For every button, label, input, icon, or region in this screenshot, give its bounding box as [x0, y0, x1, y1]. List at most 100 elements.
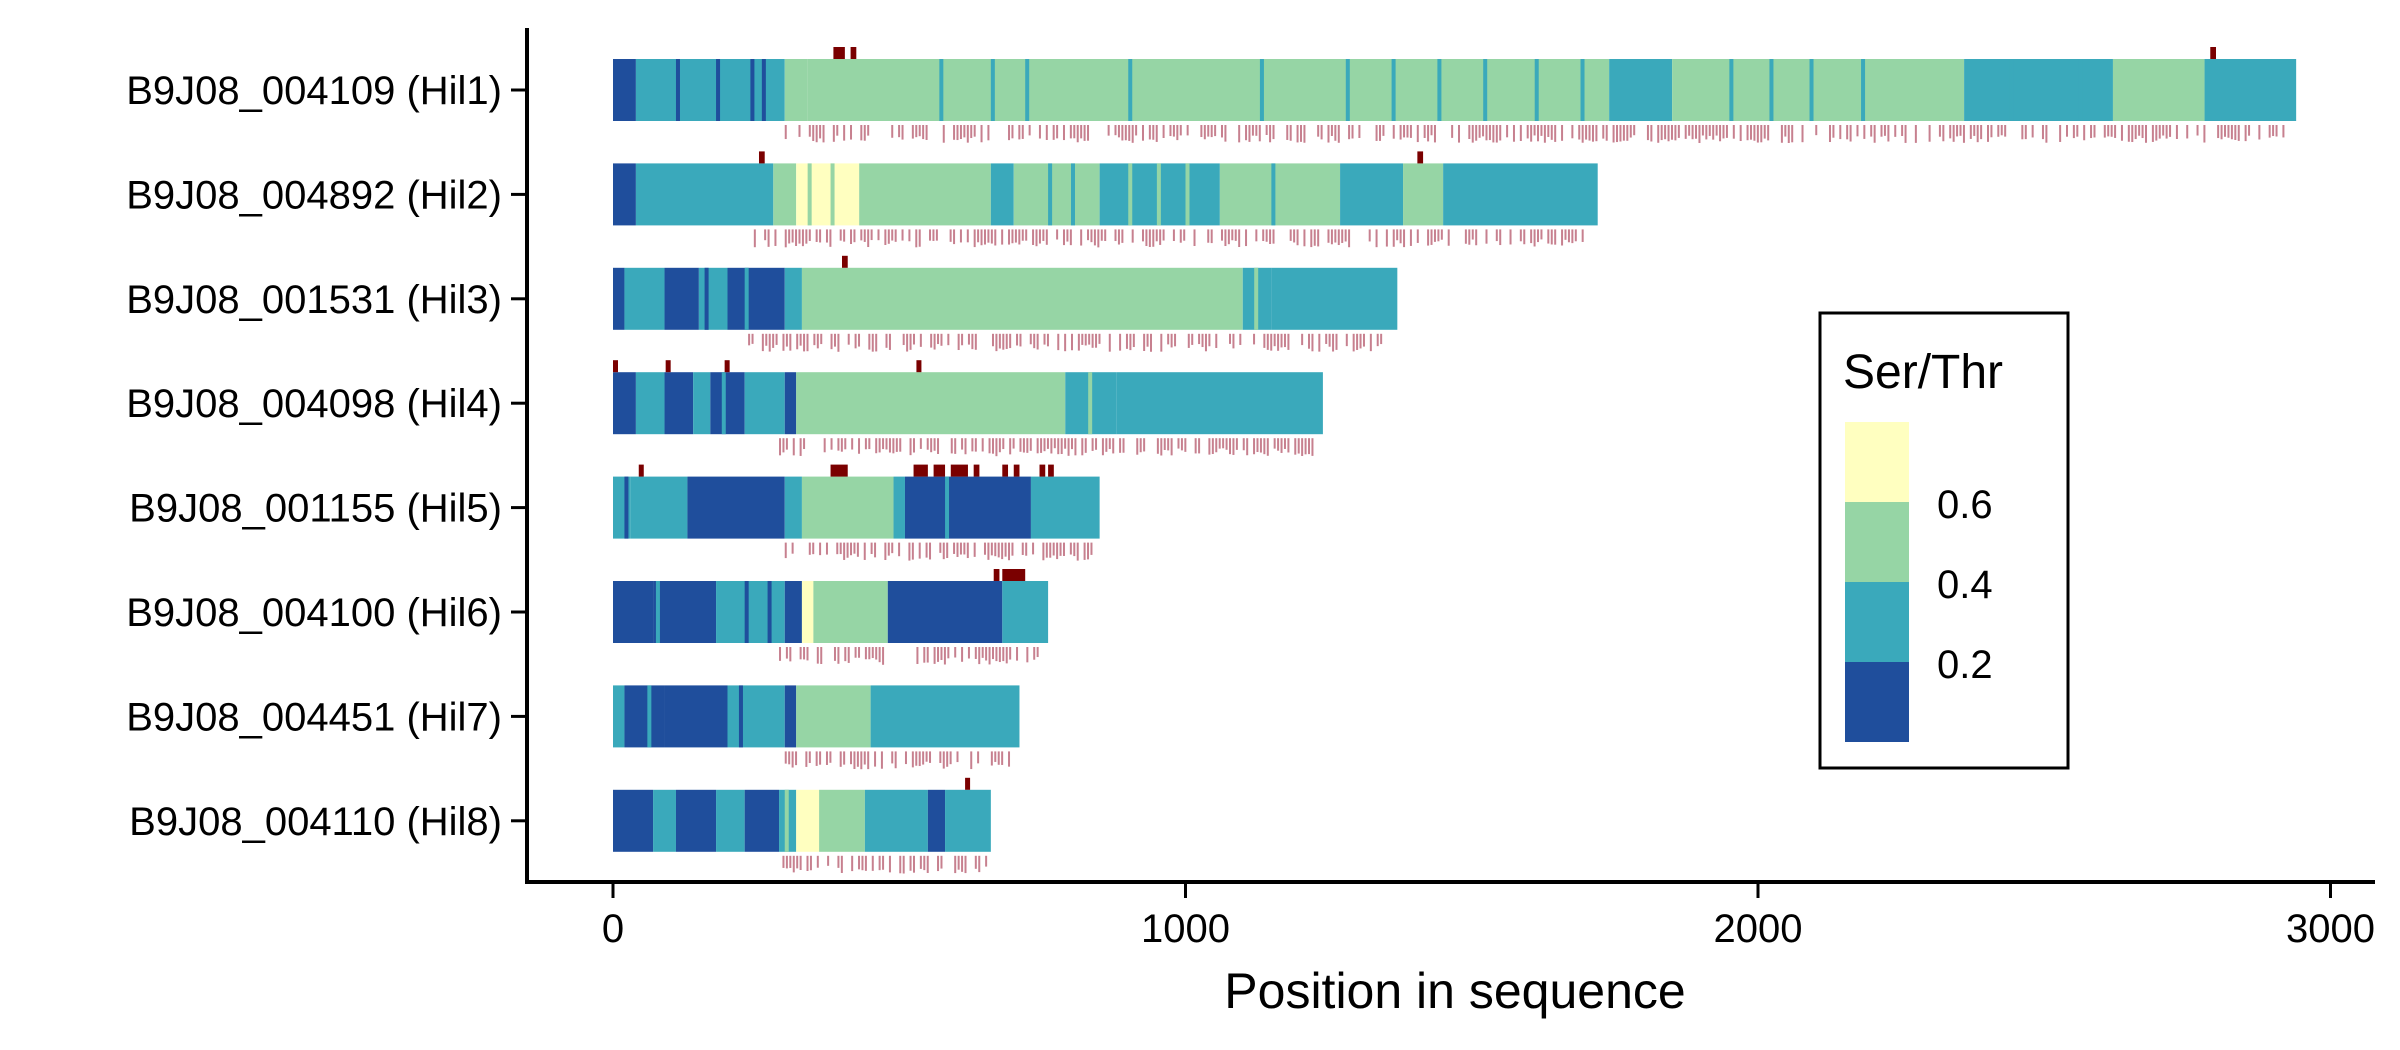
glyco-tick: [2275, 125, 2278, 137]
glyco-tick: [1183, 229, 1186, 241]
glyco-tick: [799, 647, 802, 660]
glyco-tick: [874, 542, 877, 558]
glyco-tick: [1313, 229, 1316, 246]
glyco-tick: [988, 647, 991, 665]
glyco-tick: [1403, 229, 1406, 248]
glyco-tick: [894, 229, 897, 242]
glyco-tick: [1756, 125, 1759, 143]
glyco-tick: [1283, 438, 1286, 449]
x-tick-label: 2000: [1714, 907, 1803, 951]
glyco-tick: [843, 125, 846, 141]
glyco-tick: [858, 333, 861, 347]
glyco-tick: [1152, 125, 1155, 140]
glyco-tick: [1128, 125, 1131, 141]
glyco-tick: [2196, 125, 2199, 136]
segment: [1672, 59, 1965, 121]
glyco-tick: [942, 542, 945, 560]
motif-mark: [1013, 464, 1020, 477]
glyco-tick: [915, 229, 918, 248]
glyco-tick: [785, 438, 788, 450]
glyco-tick: [1155, 125, 1158, 142]
glyco-tick: [825, 229, 828, 243]
glyco-tick: [1060, 438, 1063, 455]
glyco-tick: [1287, 333, 1290, 350]
stripe: [1345, 59, 1350, 121]
glyco-tick: [919, 855, 922, 869]
glyco-tick: [995, 647, 998, 662]
glyco-tick: [1277, 438, 1280, 451]
stripe: [744, 581, 749, 643]
glyco-tick: [858, 438, 861, 454]
glyco-tick: [1475, 229, 1478, 246]
glyco-tick: [1392, 125, 1395, 139]
glyco-tick: [909, 438, 912, 456]
glyco-tick: [1258, 125, 1261, 142]
glyco-tick: [1253, 438, 1256, 455]
glyco-tick: [1369, 333, 1372, 352]
glyco-tick: [1194, 438, 1197, 454]
glyco-tick: [977, 751, 980, 764]
glyco-tick: [1437, 229, 1440, 242]
glyco-tick: [967, 333, 970, 345]
glyco-tick: [911, 125, 914, 139]
segment: [727, 685, 785, 748]
segment: [664, 372, 694, 435]
glyco-tick: [1002, 333, 1005, 350]
y-tick-label: B9J08_004892 (Hil2): [126, 173, 502, 217]
stripe: [1259, 59, 1264, 121]
glyco-tick: [946, 542, 949, 559]
glyco-tick: [1416, 125, 1419, 143]
glyco-tick: [974, 647, 977, 659]
glyco-tick: [1032, 229, 1035, 245]
glyco-tick: [1351, 125, 1354, 139]
segment: [727, 267, 785, 330]
glyco-tick: [933, 647, 936, 664]
x-tick-label: 3000: [2286, 907, 2375, 951]
glyco-tick: [949, 229, 952, 242]
glyco-tick: [1471, 229, 1474, 240]
glyco-tick: [1071, 333, 1073, 351]
glyco-tick: [878, 647, 881, 663]
glyco-tick: [935, 229, 938, 241]
glyco-tick: [1362, 333, 1365, 347]
glyco-tick: [947, 647, 950, 659]
glyco-tick: [1543, 125, 1546, 143]
glyco-tick: [1238, 229, 1241, 248]
glyco-tick: [887, 229, 890, 244]
glyco-tick: [858, 647, 861, 658]
segment: [813, 581, 888, 643]
glyco-tick: [1005, 647, 1008, 664]
glyco-tick: [875, 647, 878, 660]
glyco-tick: [1009, 438, 1012, 455]
glyco-tick: [1471, 125, 1474, 143]
glyco-tick: [1616, 125, 1619, 143]
glyco-tick: [1468, 125, 1471, 139]
glyco-tick: [860, 751, 863, 770]
glyco-tick: [2237, 125, 2240, 141]
glyco-tick: [1114, 125, 1117, 136]
glyco-tick: [1320, 125, 1323, 140]
segment: [784, 476, 802, 539]
glyco-tick: [933, 333, 936, 350]
glyco-tick: [1303, 229, 1306, 247]
segment: [864, 789, 928, 852]
glyco-tick: [819, 542, 822, 556]
stripe: [1254, 267, 1259, 330]
glyco-tick: [1210, 125, 1213, 138]
glyco-tick: [1207, 229, 1210, 243]
glyco-tick: [2076, 125, 2079, 137]
glyco-tick: [915, 751, 918, 766]
glyco-tick: [1167, 438, 1170, 451]
glyco-tick: [779, 438, 782, 456]
glyco-tick: [1856, 125, 1859, 137]
glyco-tick: [1180, 438, 1183, 451]
glyco-tick: [799, 333, 802, 346]
y-tick-label: B9J08_001155 (Hil5): [129, 487, 502, 531]
glyco-tick: [1234, 229, 1237, 241]
glyco-tick: [1301, 438, 1304, 456]
glyco-tick: [2138, 125, 2141, 136]
glyco-tick: [1174, 333, 1177, 347]
glyco-tick: [851, 438, 854, 450]
glyco-tick: [1210, 229, 1213, 244]
glyco-tick: [966, 229, 969, 243]
